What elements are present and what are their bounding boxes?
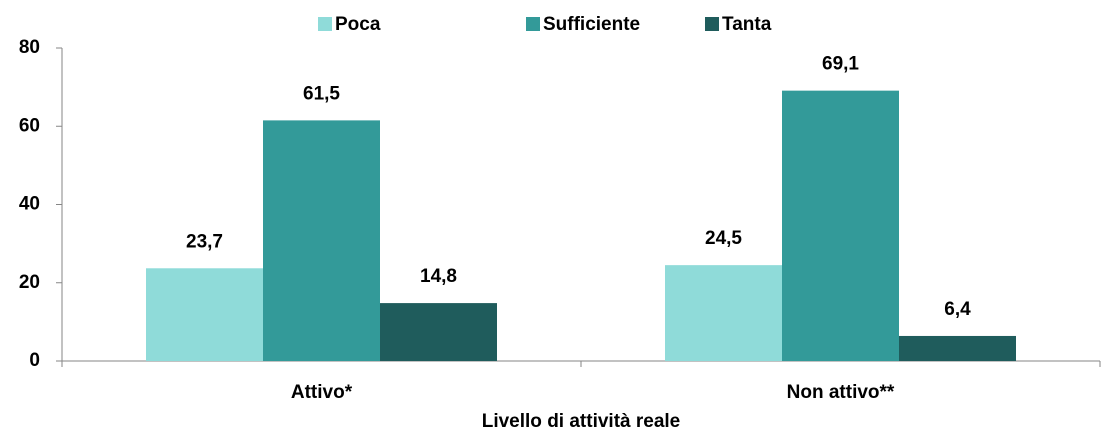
legend-label: Poca xyxy=(335,14,381,35)
y-tick-label: 20 xyxy=(19,272,40,293)
legend-swatch xyxy=(318,17,332,31)
bar xyxy=(263,120,380,361)
data-label: 69,1 xyxy=(822,54,859,75)
x-tick-label: Attivo* xyxy=(291,382,353,403)
data-label: 23,7 xyxy=(186,231,223,252)
x-axis-label: Livello di attività reale xyxy=(482,411,681,432)
y-tick-label: 80 xyxy=(19,37,40,58)
data-label: 24,5 xyxy=(705,228,742,249)
y-tick-label: 40 xyxy=(19,194,40,215)
bar xyxy=(899,335,1016,361)
y-tick-label: 60 xyxy=(19,115,40,136)
legend-label: Tanta xyxy=(722,14,772,35)
bar xyxy=(380,303,497,361)
legend-swatch xyxy=(526,17,540,31)
bar xyxy=(146,268,263,361)
data-label: 6,4 xyxy=(944,299,971,320)
legend-swatch xyxy=(705,17,719,31)
data-label: 61,5 xyxy=(303,83,340,104)
bar xyxy=(782,90,899,362)
bar xyxy=(665,265,782,361)
legend-label: Sufficiente xyxy=(543,14,640,35)
data-label: 14,8 xyxy=(420,266,457,287)
y-tick-label: 0 xyxy=(29,350,40,371)
x-tick-label: Non attivo** xyxy=(787,382,895,403)
